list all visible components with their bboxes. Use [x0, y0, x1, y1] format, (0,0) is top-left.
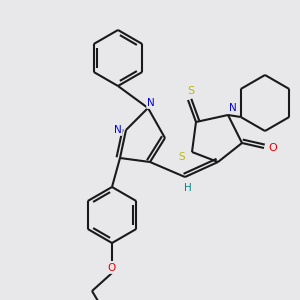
Text: N: N	[147, 98, 155, 108]
Text: H: H	[184, 183, 192, 193]
Text: S: S	[179, 152, 185, 162]
Text: O: O	[108, 263, 116, 273]
Text: O: O	[268, 143, 278, 153]
Text: N: N	[229, 103, 237, 113]
Text: S: S	[188, 86, 195, 96]
Text: N: N	[114, 125, 122, 135]
